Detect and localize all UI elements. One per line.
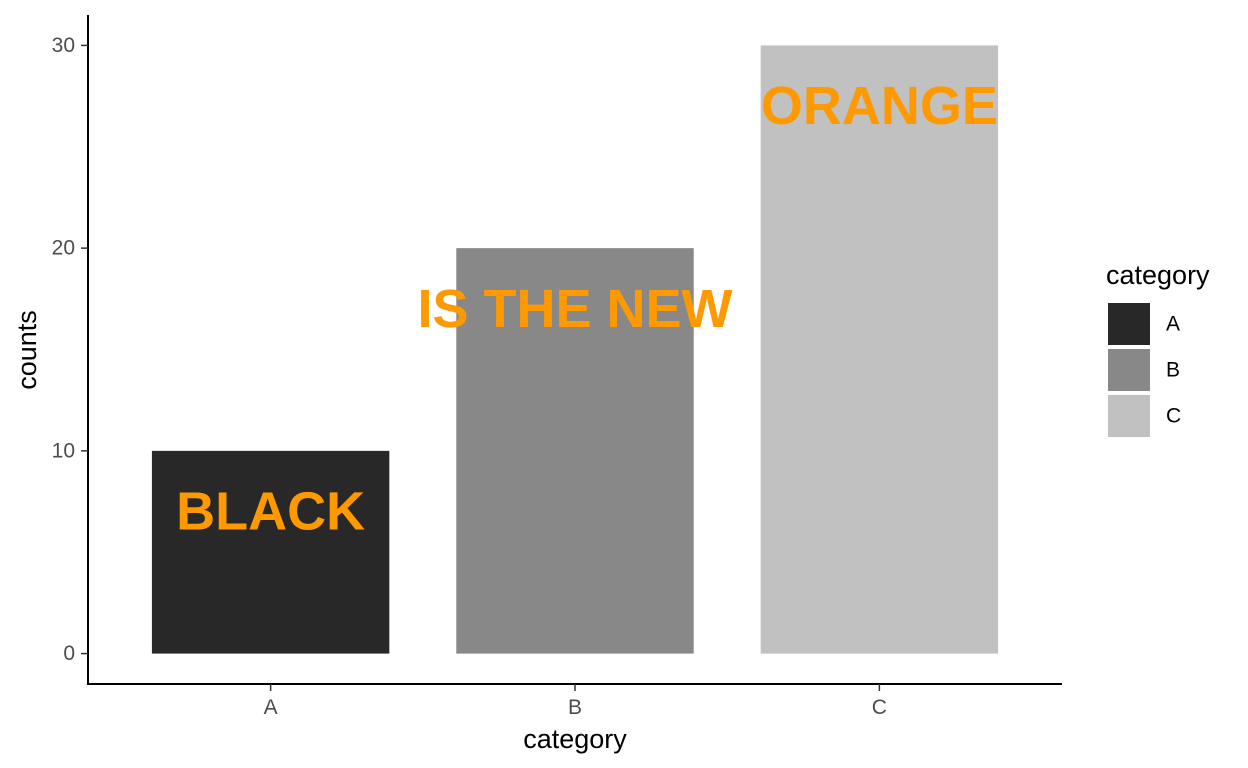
y-ticks-layer: 0 10 20 30 — [52, 34, 88, 665]
x-axis-title: category — [523, 724, 627, 754]
legend-key-c — [1108, 395, 1150, 437]
legend-label-a: A — [1166, 313, 1180, 336]
legend-key-a — [1108, 303, 1150, 345]
y-tick-label: 20 — [52, 237, 75, 260]
bar-annotation-b: IS THE NEW — [417, 279, 732, 339]
legend-key-b — [1108, 349, 1150, 391]
bar-b — [456, 248, 694, 654]
bar-a — [151, 450, 390, 654]
x-ticks-layer: A B C — [264, 684, 887, 719]
x-tick-label: C — [872, 696, 887, 719]
bar-annotation-a: BLACK — [176, 482, 365, 542]
legend-entries: ABC — [1108, 303, 1181, 437]
x-tick-label: A — [264, 696, 278, 719]
y-axis-title: counts — [12, 310, 42, 390]
bar-annotation-c: ORANGE — [761, 76, 998, 136]
legend: category ABC — [1106, 260, 1210, 437]
legend-label-b: B — [1166, 359, 1180, 382]
legend-title: category — [1106, 260, 1210, 290]
bars-layer — [151, 45, 999, 654]
x-tick-label: B — [568, 696, 582, 719]
y-tick-label: 0 — [63, 642, 75, 665]
bar-c — [760, 45, 999, 654]
legend-label-c: C — [1166, 405, 1181, 428]
annotations-layer: BLACK IS THE NEW ORANGE — [176, 76, 998, 541]
y-tick-label: 10 — [52, 439, 75, 462]
y-tick-label: 30 — [52, 34, 75, 57]
